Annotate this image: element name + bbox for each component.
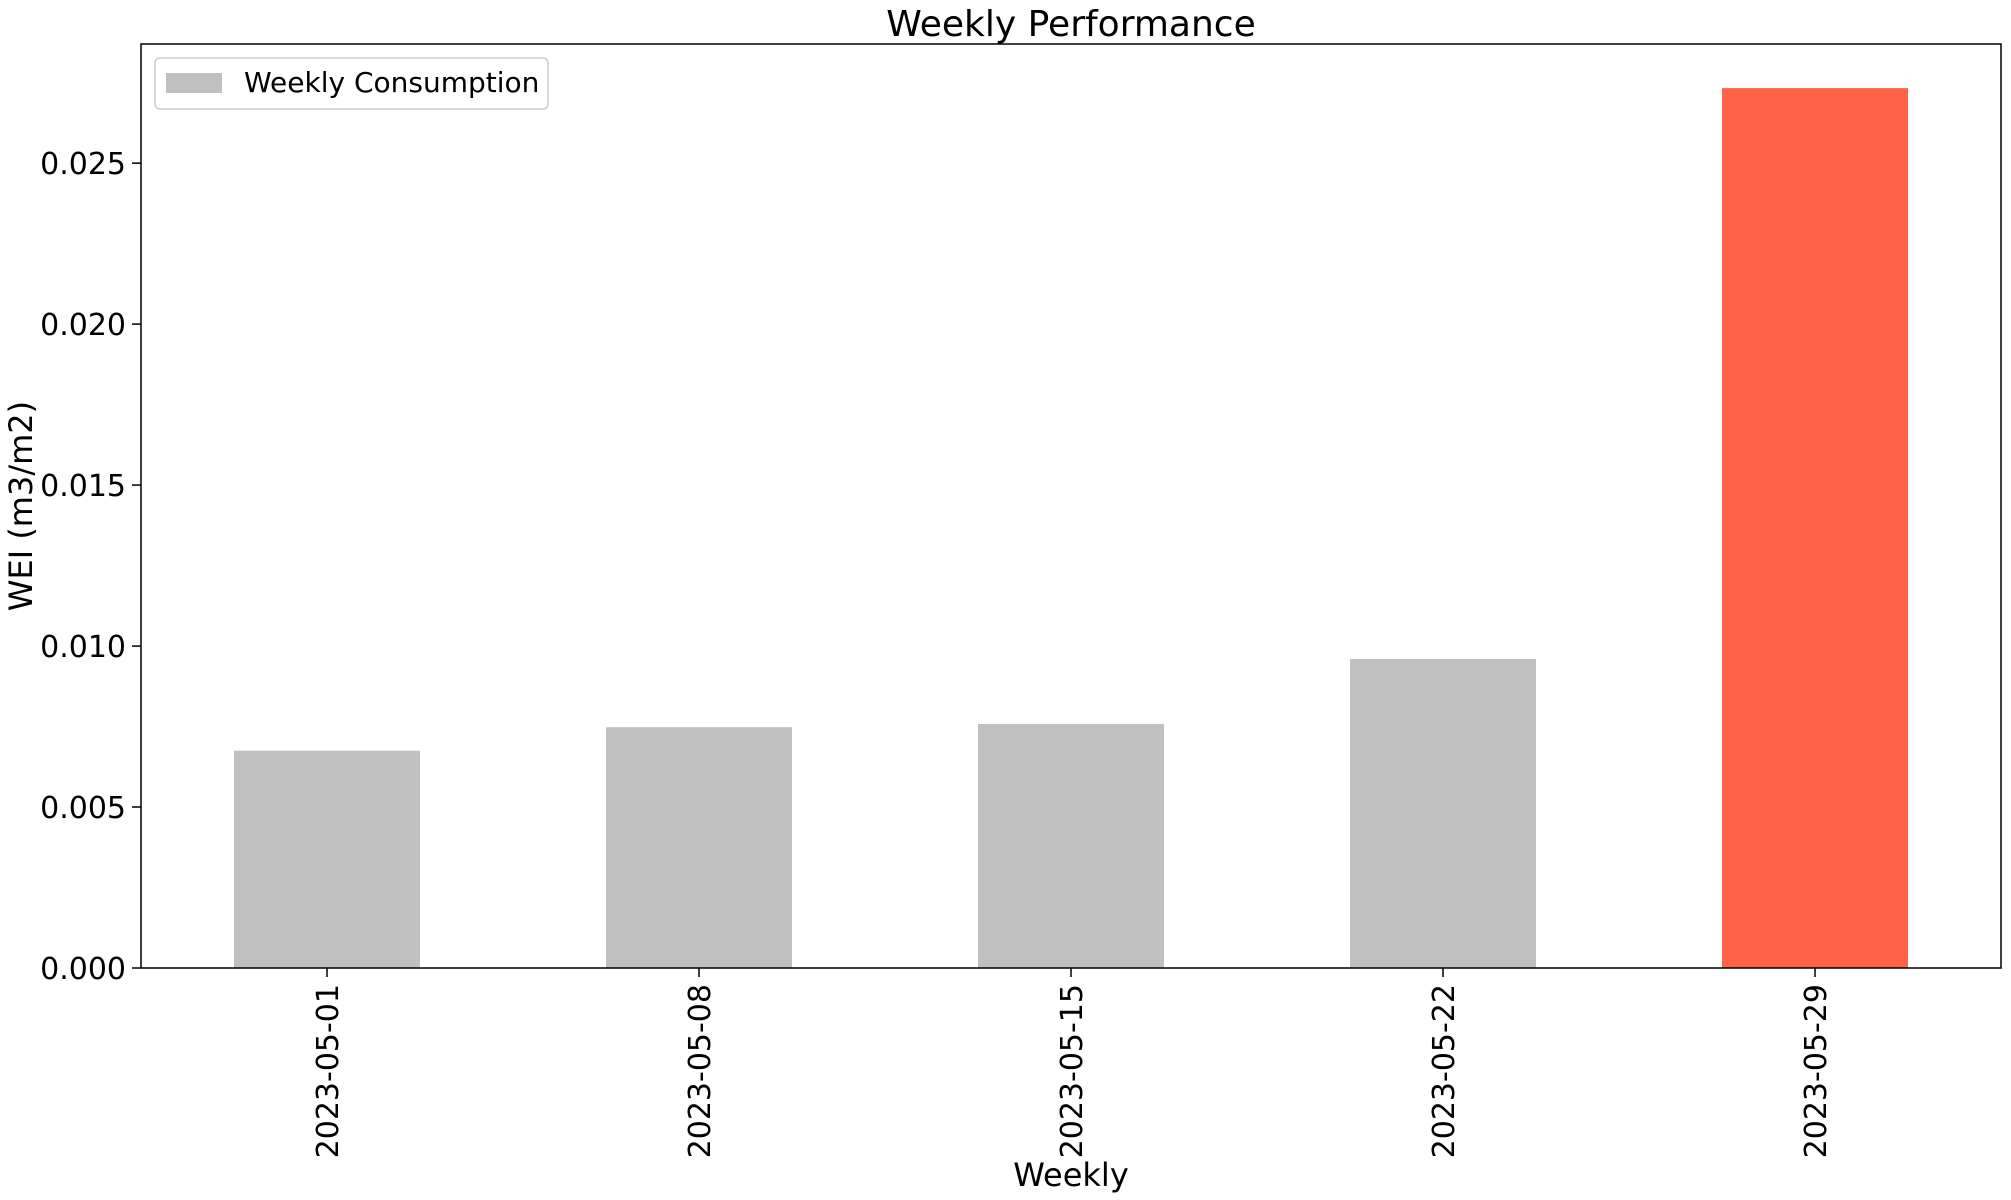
- y-tick-label: 0.025: [40, 147, 126, 182]
- x-tick-label: 2023-05-08: [683, 984, 718, 1158]
- x-tick-label: 2023-05-22: [1427, 984, 1462, 1158]
- y-tick-label: 0.005: [40, 791, 126, 826]
- bar-series: [234, 88, 1908, 969]
- bar-2023-05-22: [1350, 658, 1536, 968]
- x-axis-label: Weekly: [1013, 1156, 1129, 1194]
- bar-2023-05-15: [978, 723, 1164, 968]
- bar-2023-05-01: [234, 750, 420, 968]
- chart-title: Weekly Performance: [886, 4, 1256, 45]
- y-tick-label: 0.010: [40, 630, 126, 665]
- y-tick-label: 0.015: [40, 469, 126, 504]
- x-tick-label: 2023-05-01: [311, 984, 346, 1158]
- y-axis-ticks: 0.000 0.005 0.010 0.015 0.020 0.025: [40, 147, 141, 987]
- legend: Weekly Consumption: [154, 57, 549, 110]
- x-tick-label: 2023-05-29: [1799, 984, 1834, 1158]
- y-tick-label: 0.000: [40, 952, 126, 987]
- plot-frame: [140, 43, 2002, 969]
- bar-2023-05-08: [606, 727, 792, 968]
- x-axis-ticks: 2023-05-01 2023-05-08 2023-05-15 2023-05-22…: [311, 968, 1834, 1158]
- y-axis-label: WEI (m3/m2): [2, 401, 40, 611]
- legend-label: Weekly Consumption: [244, 66, 539, 99]
- bar-2023-05-29: [1722, 88, 1908, 969]
- legend-frame: [154, 57, 549, 110]
- x-tick-label: 2023-05-15: [1055, 984, 1090, 1158]
- legend-swatch: [166, 73, 222, 93]
- y-tick-label: 0.020: [40, 308, 126, 343]
